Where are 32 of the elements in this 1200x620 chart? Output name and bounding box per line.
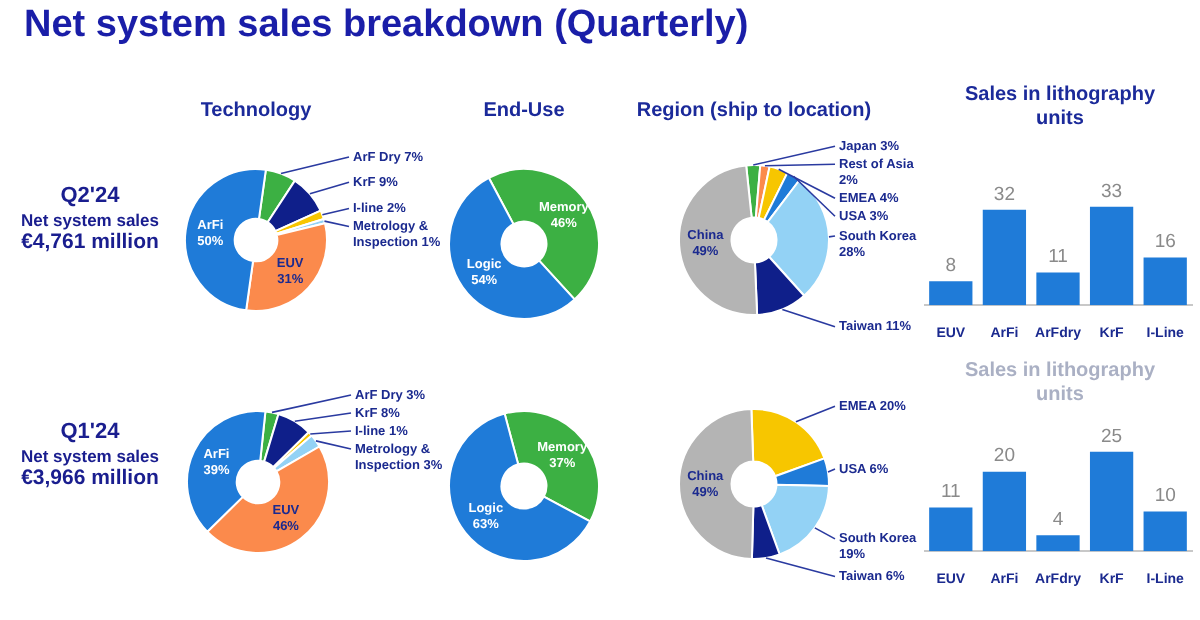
text: Q1'24 [58,420,122,444]
chart-title: End-Use [481,100,567,124]
bar [1143,257,1187,306]
bar [929,281,973,306]
text: Net system sales [19,210,161,230]
bar [1036,535,1080,552]
bar [982,209,1027,306]
data-label: 20 [993,445,1015,468]
chart-title: Technology [198,100,314,124]
chart-title: Sales in lithography units [962,84,1158,132]
chart-title: Region (ship to location) [634,100,874,124]
text: Net system sales breakdown (Quarterly) [24,4,749,48]
text: €4,761 million [19,230,161,254]
data-label: 11 [1048,246,1068,269]
bar [1143,511,1187,552]
data-label: 32 [993,183,1015,206]
data-label: 10 [1154,485,1176,508]
data-label: 16 [1154,231,1176,254]
data-label: 33 [1101,180,1123,203]
bar [1036,272,1080,306]
data-label: 25 [1101,425,1123,448]
bar [929,507,973,552]
bar [1089,451,1134,552]
data-label: 11 [940,481,961,504]
data-label: 4 [1052,509,1064,532]
data-label: 8 [945,255,957,278]
text: Net system sales [19,446,161,466]
chart-title: Sales in lithography units [962,360,1158,408]
bar [1089,206,1134,306]
bar [982,471,1027,552]
text: Q2'24 [58,184,122,208]
text: €3,966 million [19,466,161,490]
